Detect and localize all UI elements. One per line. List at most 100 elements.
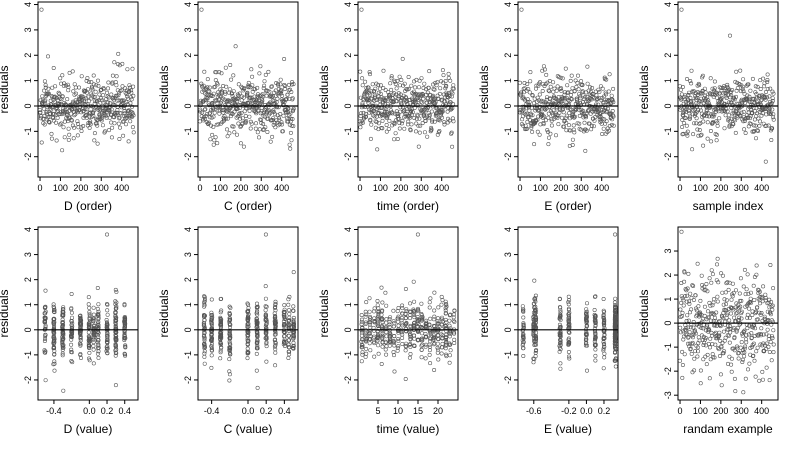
data-point: [680, 349, 685, 354]
data-point: [584, 323, 589, 328]
data-point: [689, 307, 694, 312]
data-point: [270, 134, 275, 139]
data-point: [533, 121, 538, 126]
data-point: [93, 89, 98, 94]
data-point: [764, 95, 769, 100]
plot-frame: [677, 226, 779, 401]
data-point: [521, 123, 526, 128]
data-point: [727, 33, 732, 38]
data-point: [612, 339, 617, 344]
data-point: [737, 82, 742, 87]
data-point: [365, 104, 370, 109]
data-point: [729, 93, 734, 98]
data-point: [725, 109, 730, 114]
data-point: [60, 345, 65, 350]
data-point: [604, 77, 609, 82]
data-point: [742, 328, 747, 333]
data-point: [257, 127, 262, 132]
data-point: [96, 349, 101, 354]
data-point: [102, 111, 107, 116]
data-point: [593, 335, 598, 340]
data-point: [443, 299, 448, 304]
data-point: [389, 74, 394, 79]
data-point: [721, 109, 726, 114]
y-axis-title: residuals: [0, 289, 11, 337]
data-point: [755, 345, 760, 350]
data-point: [753, 374, 758, 379]
data-point: [256, 135, 261, 140]
data-point: [416, 123, 421, 128]
data-point: [65, 82, 70, 87]
data-point: [769, 138, 774, 143]
data-point: [258, 64, 263, 69]
data-point: [387, 92, 392, 97]
data-point: [273, 301, 278, 306]
data-point: [408, 127, 413, 132]
data-point: [425, 90, 430, 95]
data-point: [571, 123, 576, 128]
data-point: [753, 84, 758, 89]
data-point: [89, 80, 94, 85]
data-point: [97, 108, 102, 113]
data-point: [559, 88, 564, 93]
data-point: [423, 119, 428, 124]
data-point: [43, 326, 48, 331]
data-point: [436, 357, 441, 362]
data-point: [282, 337, 287, 342]
data-point: [699, 325, 704, 330]
data-point: [699, 273, 704, 278]
data-point: [202, 294, 207, 299]
data-point: [753, 123, 758, 128]
data-point: [566, 306, 571, 311]
data-point: [273, 308, 278, 313]
data-point: [69, 350, 74, 355]
data-point: [764, 123, 769, 128]
x-tick-label: 20: [433, 406, 443, 416]
data-point: [528, 70, 533, 75]
y-tick-label: 2: [183, 277, 193, 282]
data-point: [696, 335, 701, 340]
data-point: [561, 106, 566, 111]
y-tick-label: 2: [23, 53, 33, 58]
data-point: [91, 95, 96, 100]
data-point: [282, 307, 287, 312]
data-point: [283, 110, 288, 115]
data-point: [742, 346, 747, 351]
data-point: [231, 124, 236, 129]
data-point: [763, 159, 768, 164]
data-point: [95, 117, 100, 122]
data-point: [224, 84, 229, 89]
data-point: [114, 74, 119, 79]
data-point: [419, 324, 424, 329]
data-point: [202, 107, 207, 112]
y-tick-label: -2: [663, 153, 673, 161]
data-point: [713, 109, 718, 114]
data-point: [241, 95, 246, 100]
data-point: [556, 100, 561, 105]
data-point: [581, 111, 586, 116]
data-point: [599, 110, 604, 115]
data-point: [42, 88, 47, 93]
data-point: [408, 128, 413, 133]
data-point: [96, 326, 101, 331]
y-tick-label: 0: [23, 103, 33, 108]
data-point: [431, 337, 436, 342]
data-point: [236, 121, 241, 126]
data-point: [246, 80, 251, 85]
data-point: [734, 69, 739, 74]
data-point: [771, 112, 776, 117]
data-point: [730, 88, 735, 93]
data-point: [558, 337, 563, 342]
data-point: [525, 115, 530, 120]
data-point: [403, 315, 408, 320]
data-point: [554, 88, 559, 93]
data-point: [384, 129, 389, 134]
data-point: [728, 326, 733, 331]
data-point: [596, 87, 601, 92]
data-point: [291, 346, 296, 351]
data-point: [202, 116, 207, 121]
data-point: [706, 341, 711, 346]
data-point: [432, 314, 437, 319]
data-point: [256, 95, 261, 100]
